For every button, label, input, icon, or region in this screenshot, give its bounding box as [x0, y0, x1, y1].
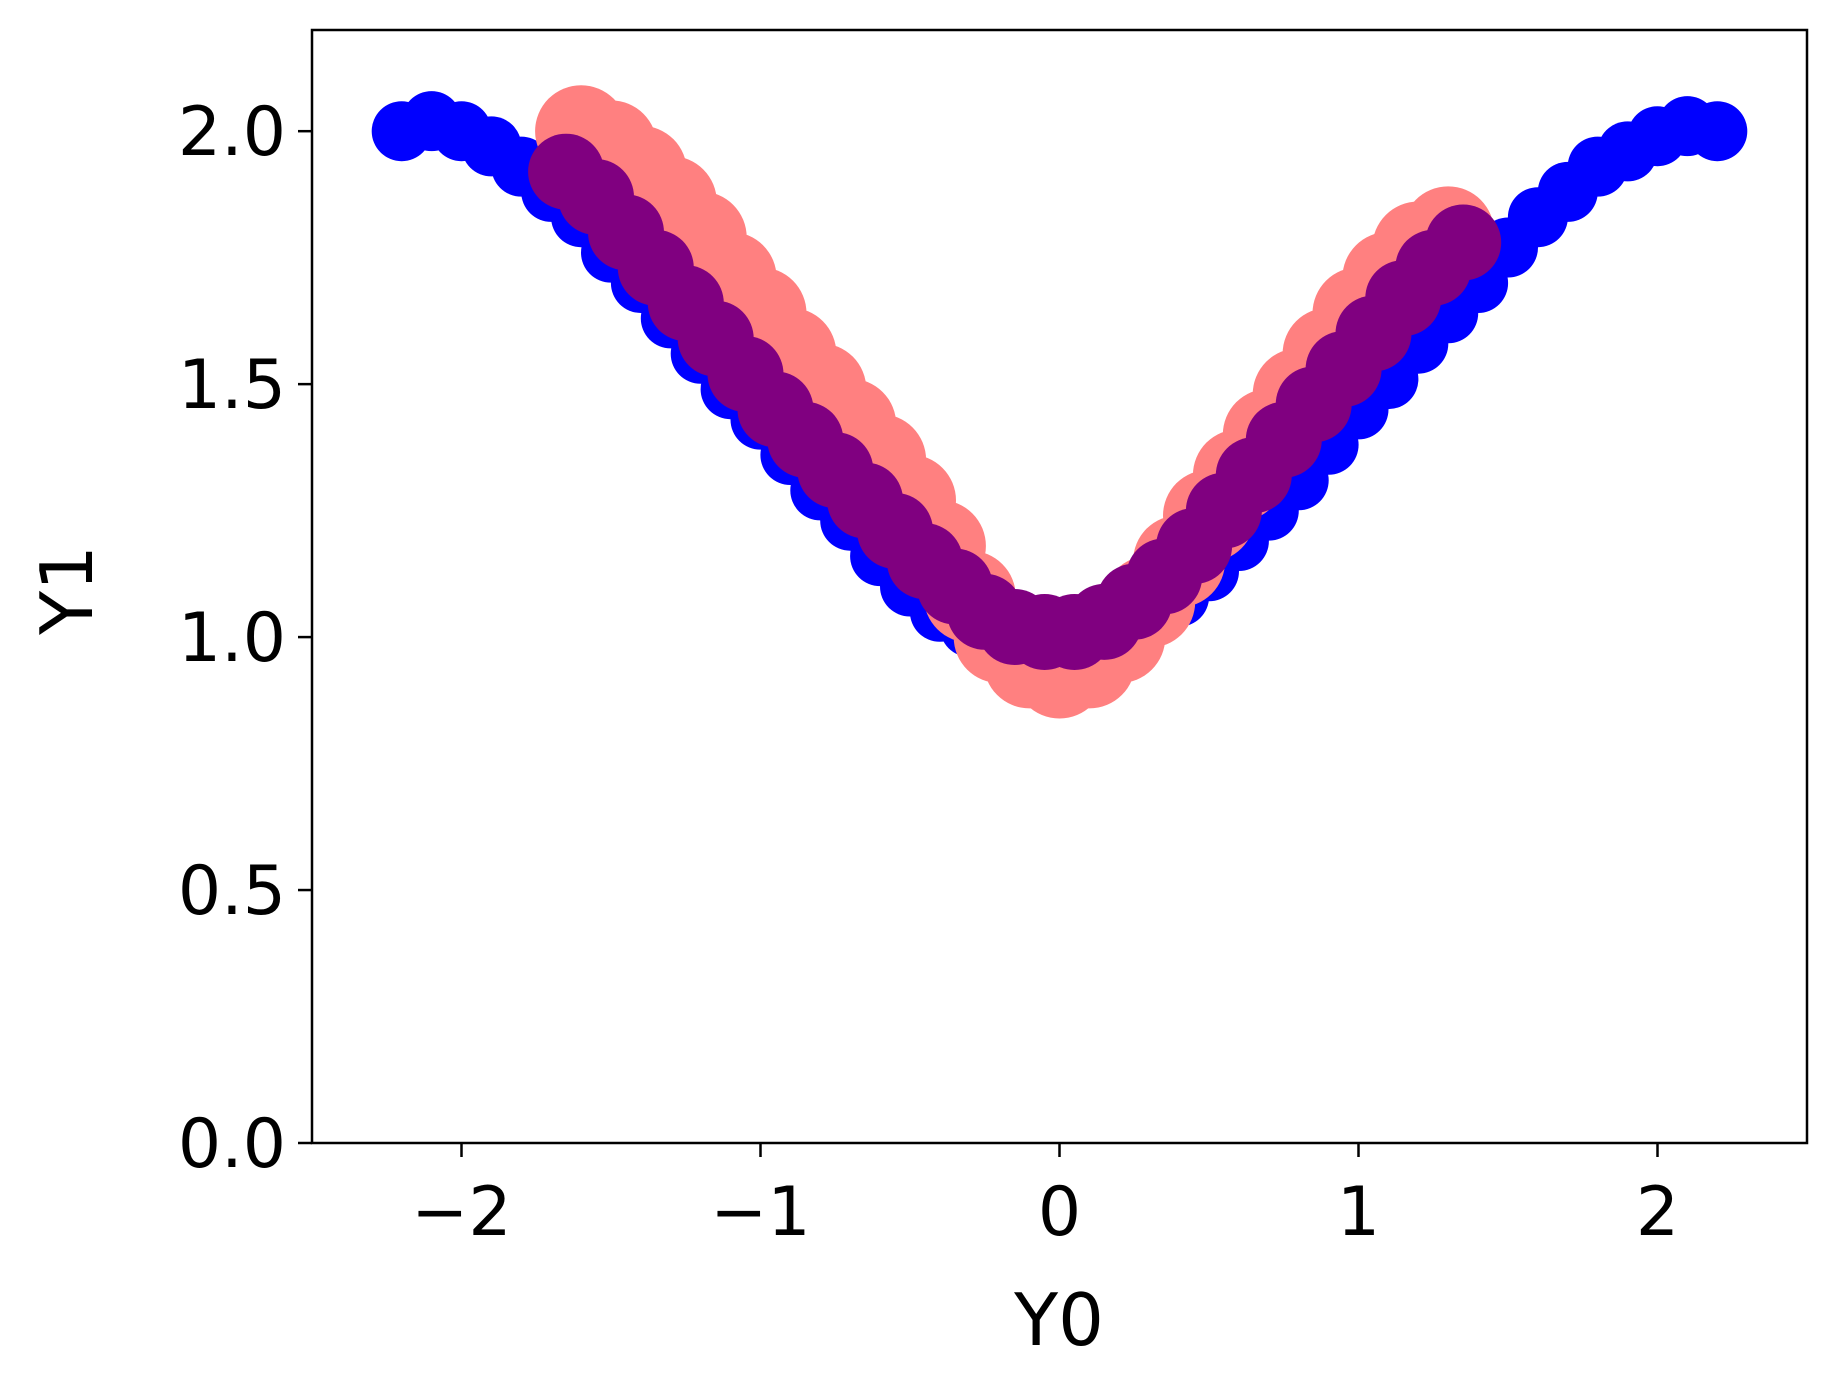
x-tick-label: 1: [1337, 1173, 1380, 1252]
x-tick-label: −2: [411, 1173, 511, 1252]
ticks-layer: −2 −1 0 1 2 0.0 0.5 1.0 1.5 2.0: [178, 93, 1679, 1252]
y-tick-label: 1.0: [178, 599, 286, 678]
scatter-point: [1425, 204, 1502, 281]
y-tick-label: 1.5: [178, 346, 286, 425]
y-tick-label: 0.5: [178, 852, 286, 931]
x-tick-label: 0: [1038, 1173, 1081, 1252]
x-axis-label: Y0: [1013, 1278, 1104, 1362]
series-3: [528, 133, 1502, 670]
y-axis-label: Y1: [25, 545, 109, 636]
scatter-point: [1687, 101, 1748, 162]
x-tick-label: 2: [1636, 1173, 1679, 1252]
y-tick-label: 0.0: [178, 1105, 286, 1184]
y-tick-label: 2.0: [178, 93, 286, 172]
series-layer: [371, 85, 1748, 719]
x-tick-label: −1: [710, 1173, 810, 1252]
